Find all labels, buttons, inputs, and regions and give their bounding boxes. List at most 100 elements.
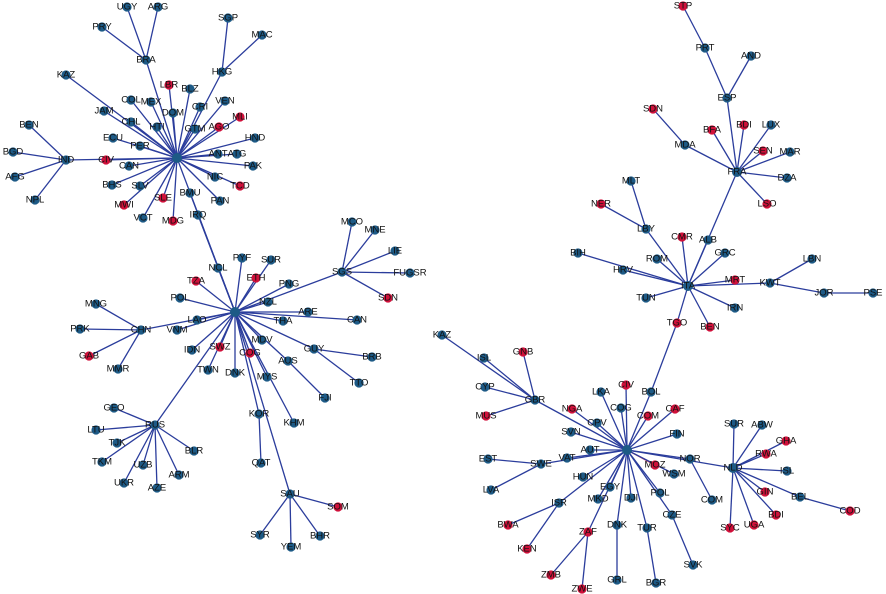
- node-lka[interactable]: [596, 387, 606, 397]
- node-abw[interactable]: [757, 420, 767, 430]
- node-hrv[interactable]: [618, 265, 628, 275]
- node-sen[interactable]: [758, 146, 768, 156]
- node-tcd[interactable]: [235, 181, 245, 191]
- node-ago[interactable]: [214, 122, 224, 132]
- node-dnk[interactable]: [612, 520, 622, 530]
- node-gha[interactable]: [781, 436, 791, 446]
- node-fugsr[interactable]: [405, 268, 415, 278]
- node-gbr[interactable]: [530, 395, 540, 405]
- node-cog[interactable]: [245, 348, 255, 358]
- node-mex[interactable]: [146, 97, 156, 107]
- node-sle[interactable]: [158, 193, 168, 203]
- node-cod[interactable]: [845, 506, 855, 516]
- node-ugy[interactable]: [122, 2, 132, 12]
- node-nic[interactable]: [210, 172, 220, 182]
- node-arm[interactable]: [174, 470, 184, 480]
- node-ben[interactable]: [705, 322, 715, 332]
- node-rwa[interactable]: [761, 449, 771, 459]
- node-pyf[interactable]: [237, 253, 247, 263]
- node-grl[interactable]: [612, 575, 622, 585]
- node-dza[interactable]: [782, 173, 792, 183]
- node-aze[interactable]: [152, 483, 162, 493]
- node-mac[interactable]: [257, 30, 267, 40]
- node-sur[interactable]: [266, 255, 276, 265]
- node-sgp[interactable]: [223, 13, 233, 23]
- node-zaf[interactable]: [583, 527, 593, 537]
- node-npl[interactable]: [30, 195, 40, 205]
- node-aus[interactable]: [283, 356, 293, 366]
- node-tur[interactable]: [642, 523, 652, 533]
- node-and[interactable]: [746, 51, 756, 61]
- node-nld[interactable]: [728, 463, 738, 473]
- node-bgd[interactable]: [8, 147, 18, 157]
- node-ner[interactable]: [596, 199, 606, 209]
- node-can[interactable]: [352, 315, 362, 325]
- node-bdi[interactable]: [771, 510, 781, 520]
- node-hub[interactable]: [622, 445, 632, 455]
- node-eth[interactable]: [251, 273, 261, 283]
- node-bel[interactable]: [795, 492, 805, 502]
- node-afg[interactable]: [10, 172, 20, 182]
- node-fin[interactable]: [672, 429, 682, 439]
- node-nga[interactable]: [567, 404, 577, 414]
- node-cpv[interactable]: [592, 418, 602, 428]
- node-tgo[interactable]: [672, 318, 682, 328]
- node-pse[interactable]: [868, 288, 878, 298]
- node-com[interactable]: [707, 495, 717, 505]
- node-cmr[interactable]: [677, 232, 687, 242]
- node-cri[interactable]: [195, 102, 205, 112]
- node-irn[interactable]: [730, 303, 740, 313]
- node-hkg[interactable]: [217, 67, 227, 77]
- node-png[interactable]: [284, 279, 294, 289]
- node-bfa[interactable]: [707, 125, 717, 135]
- node-sur[interactable]: [729, 419, 739, 429]
- node-ukr[interactable]: [119, 478, 129, 488]
- node-dji[interactable]: [626, 493, 636, 503]
- node-est[interactable]: [483, 454, 493, 464]
- node-bra[interactable]: [141, 55, 151, 65]
- node-chl[interactable]: [126, 117, 136, 127]
- node-atg[interactable]: [232, 149, 242, 159]
- node-hub[interactable]: [172, 153, 182, 163]
- node-nzl[interactable]: [263, 297, 273, 307]
- node-civ[interactable]: [621, 380, 631, 390]
- node-sgs[interactable]: [337, 267, 347, 277]
- node-pry[interactable]: [97, 22, 107, 32]
- node-bmu[interactable]: [185, 188, 195, 198]
- node-isr[interactable]: [554, 498, 564, 508]
- node-pol[interactable]: [175, 293, 185, 303]
- node-hnd[interactable]: [250, 133, 260, 143]
- node-lby[interactable]: [641, 224, 651, 234]
- node-mlt[interactable]: [626, 176, 636, 186]
- node-lie[interactable]: [390, 246, 400, 256]
- node-mng[interactable]: [91, 299, 101, 309]
- node-wsm[interactable]: [669, 469, 679, 479]
- node-vat[interactable]: [562, 453, 572, 463]
- node-civ[interactable]: [101, 155, 111, 165]
- node-isl[interactable]: [782, 466, 792, 476]
- node-idn[interactable]: [187, 345, 197, 355]
- node-vnm[interactable]: [172, 325, 182, 335]
- node-syr[interactable]: [255, 530, 265, 540]
- node-mdv[interactable]: [257, 335, 267, 345]
- node-lso[interactable]: [762, 199, 772, 209]
- node-hti[interactable]: [152, 122, 162, 132]
- node-caf[interactable]: [670, 404, 680, 414]
- node-brb[interactable]: [367, 352, 377, 362]
- node-tun[interactable]: [641, 293, 651, 303]
- node-alb[interactable]: [703, 235, 713, 245]
- node-qat[interactable]: [256, 458, 266, 468]
- node-prk[interactable]: [75, 324, 85, 334]
- node-can[interactable]: [124, 161, 134, 171]
- node-lux[interactable]: [766, 120, 776, 130]
- node-tha[interactable]: [278, 316, 288, 326]
- node-khm[interactable]: [289, 418, 299, 428]
- node-pol[interactable]: [655, 488, 665, 498]
- node-blr[interactable]: [189, 446, 199, 456]
- node-ecu[interactable]: [108, 133, 118, 143]
- node-bih[interactable]: [573, 248, 583, 258]
- node-syc[interactable]: [725, 523, 735, 533]
- node-jam[interactable]: [99, 106, 109, 116]
- node-bhr[interactable]: [315, 531, 325, 541]
- node-mar[interactable]: [785, 147, 795, 157]
